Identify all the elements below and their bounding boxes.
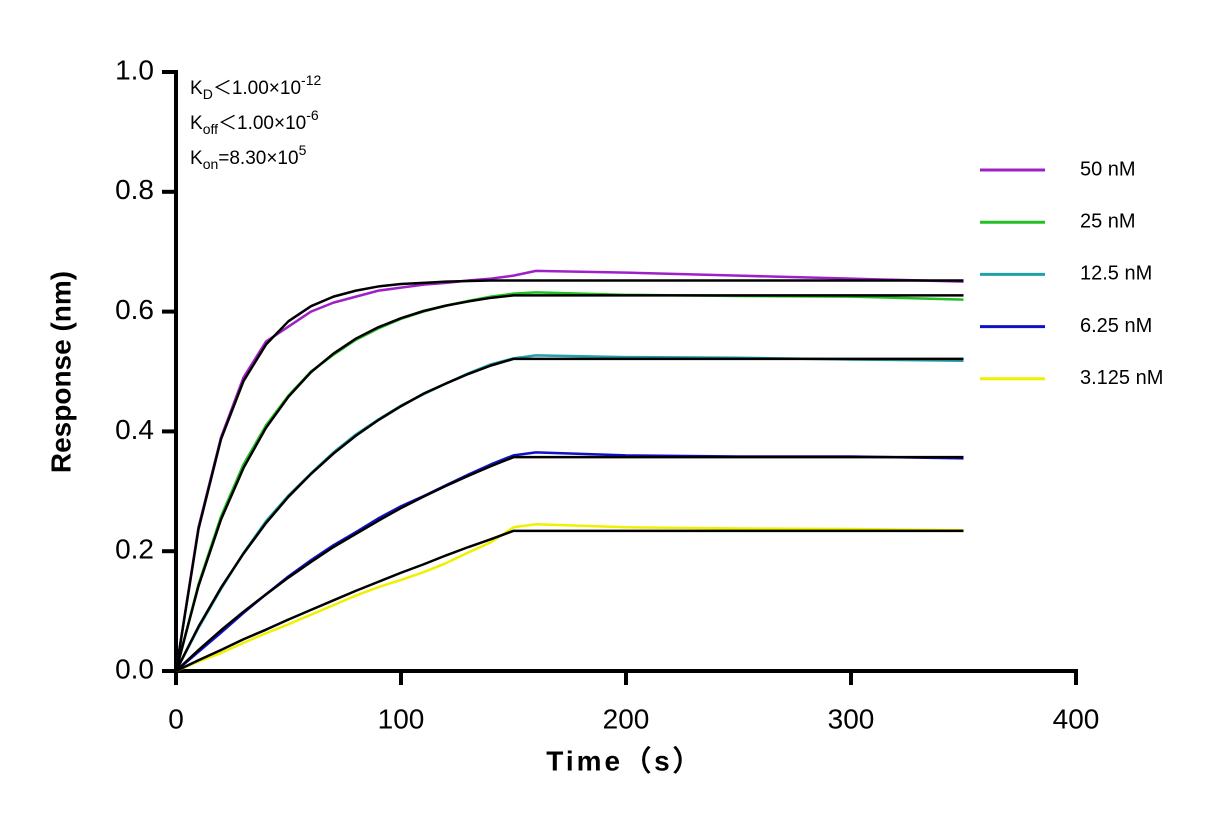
annotation-base: K: [190, 78, 203, 99]
x-tick-label: 0: [168, 703, 184, 734]
annotation-text: ＜1.00×10: [218, 113, 306, 134]
fit-line: [174, 357, 964, 672]
annotation: Kon=8.30×105: [190, 142, 307, 172]
annotation-text: =8.30×10: [218, 148, 298, 169]
legend-label: 50 nM: [1080, 158, 1136, 180]
data-line: [174, 269, 964, 672]
y-tick-label: 0.0: [115, 653, 154, 684]
annotation-sub: off: [203, 121, 218, 137]
y-axis-title: Response (nm): [45, 271, 76, 473]
annotation-base: K: [190, 113, 203, 134]
fit-line: [175, 455, 964, 672]
x-axis-title: Time（s）: [546, 744, 703, 776]
annotation-sup: -12: [301, 72, 321, 88]
data-line: [175, 522, 964, 673]
x-tick-label: 200: [603, 703, 650, 734]
y-tick-label: 0.6: [115, 294, 154, 325]
y-tick-label: 0.8: [115, 174, 154, 205]
legend-label: 25 nM: [1080, 210, 1136, 232]
legend-label: 6.25 nM: [1080, 315, 1152, 337]
legend-label: 12.5 nM: [1080, 263, 1152, 285]
annotation-base: K: [190, 148, 203, 169]
fit-line: [175, 529, 964, 673]
x-tick-label: 100: [378, 703, 425, 734]
annotation-text: ＜1.00×10: [213, 78, 301, 99]
annotation-sub: D: [203, 86, 213, 102]
y-tick-label: 0.2: [115, 534, 154, 565]
fit-line: [174, 279, 964, 672]
x-tick-label: 300: [828, 703, 875, 734]
data-line: [174, 354, 964, 672]
annotation-sub: on: [203, 156, 219, 172]
annotation: Koff＜1.00×10-6: [190, 107, 319, 137]
x-tick-label: 400: [1053, 703, 1100, 734]
annotation: KD＜1.00×10-12: [190, 72, 321, 102]
legend-label: 3.125 nM: [1080, 367, 1163, 389]
data-line: [174, 291, 964, 672]
annotation-sup: -6: [306, 107, 319, 123]
y-tick-label: 1.0: [115, 54, 154, 85]
fit-line: [174, 294, 964, 672]
y-tick-label: 0.4: [115, 414, 154, 445]
annotation-sup: 5: [299, 142, 307, 158]
data-line: [175, 451, 964, 672]
